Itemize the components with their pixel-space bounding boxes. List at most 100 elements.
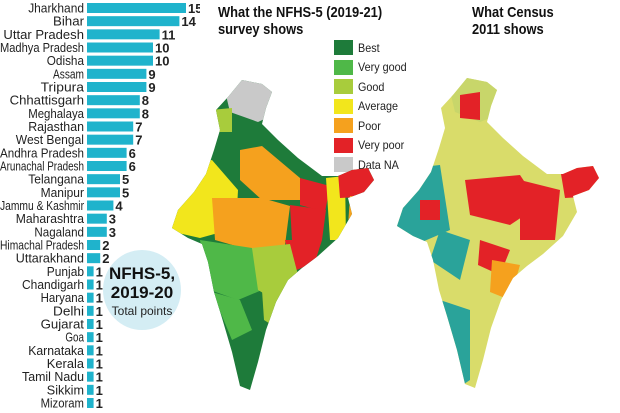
value-label: 1 (96, 343, 103, 358)
value-label: 2 (102, 251, 109, 266)
bar (87, 3, 186, 13)
legend-item: Average (334, 97, 412, 117)
bar (87, 42, 153, 53)
map1-title-line2: survey shows (218, 21, 304, 38)
bar (87, 95, 140, 106)
category-label: Odisha (47, 54, 84, 68)
category-label: Uttarakhand (16, 252, 84, 266)
bar (87, 108, 140, 119)
value-label: 2 (102, 238, 109, 253)
category-label: Jharkhand (28, 2, 84, 16)
map-legend: Best Very good Good Average Poor Very poor Dat… (334, 38, 412, 175)
map2-title-line1: What Census (472, 4, 554, 21)
legend-swatch (334, 98, 353, 114)
legend-item: Best (334, 38, 412, 58)
value-label: 1 (96, 396, 103, 411)
category-label: Madhya Pradesh (0, 41, 84, 55)
legend-item: Data NA (334, 155, 412, 175)
value-label: 1 (96, 304, 103, 319)
bar (87, 55, 153, 66)
value-label: 3 (109, 212, 116, 227)
category-label: Andhra Pradesh (0, 146, 84, 160)
value-label: 7 (135, 120, 142, 135)
bar (87, 187, 120, 198)
value-label: 11 (162, 27, 176, 42)
bar (87, 345, 94, 356)
legend-label: Very poor (358, 138, 405, 153)
value-label: 1 (96, 357, 103, 372)
bar (87, 319, 94, 329)
category-label: Chandigarh (22, 278, 84, 292)
bar (87, 253, 101, 264)
census-map (397, 78, 599, 388)
bar (87, 16, 180, 27)
value-label: 9 (148, 80, 155, 95)
bar (87, 68, 147, 79)
value-label: 8 (142, 106, 149, 121)
map1-title-line1: What the NFHS-5 (2019-21) (218, 4, 383, 21)
category-label: Haryana (41, 291, 84, 305)
category-label: Uttar Pradesh (3, 28, 84, 42)
bar (87, 213, 107, 224)
value-label: 1 (96, 317, 103, 332)
legend-item: Good (334, 77, 412, 97)
legend-label: Average (358, 99, 399, 114)
category-label: Punjab (47, 265, 84, 279)
category-label: Kerala (47, 357, 84, 371)
category-label: Tamil Nadu (22, 370, 84, 384)
value-label: 3 (109, 225, 116, 240)
bar (87, 292, 94, 303)
value-label: 7 (135, 133, 142, 148)
value-label: 1 (96, 330, 103, 345)
category-label: West Bengal (16, 133, 84, 147)
legend-swatch (334, 79, 353, 95)
value-label: 1 (96, 278, 103, 293)
legend-label: Good (358, 79, 385, 94)
legend-label: Best (358, 40, 380, 55)
value-label: 10 (155, 54, 169, 69)
category-label: Assam (53, 67, 84, 81)
category-label: Telangana (28, 173, 84, 187)
bubble-title-2: 2019-20 (110, 283, 174, 302)
bar (87, 226, 107, 237)
value-label: 5 (122, 172, 129, 187)
bar (87, 279, 94, 290)
bar (87, 358, 94, 369)
bar (87, 371, 94, 382)
value-label: 6 (129, 159, 136, 174)
legend-swatch (334, 157, 353, 173)
legend-label: Very good (358, 60, 407, 75)
category-label: Arunachal Pradesh (0, 160, 84, 174)
bar (87, 147, 127, 158)
value-label: 1 (96, 370, 103, 385)
bar (87, 266, 94, 277)
bar (87, 384, 94, 395)
category-label: Meghalaya (28, 107, 84, 121)
legend-swatch (334, 59, 353, 75)
value-label: 9 (148, 67, 155, 82)
value-label: 4 (115, 199, 123, 214)
legend-item: Very good (334, 58, 412, 78)
category-label: Jammu & Kashmir (0, 199, 84, 213)
map2-title-line2: 2011 shows (472, 21, 544, 38)
category-label: Gujarat (41, 318, 85, 332)
legend-label: Poor (358, 118, 381, 133)
category-label: Sikkim (47, 383, 84, 397)
category-label: Delhi (53, 304, 84, 318)
category-label: Karnataka (28, 344, 84, 358)
legend-swatch (334, 137, 353, 153)
value-label: 8 (142, 93, 149, 108)
legend-item: Very poor (334, 136, 412, 156)
bubble-title-1: NFHS-5, (108, 264, 176, 283)
value-label: 15 (188, 1, 200, 16)
value-label: 1 (96, 291, 103, 306)
bar (87, 29, 160, 40)
value-label: 10 (155, 41, 169, 56)
category-label: Goa (65, 331, 84, 345)
bar (87, 82, 147, 92)
category-label: Chhattisgarh (10, 94, 84, 108)
value-label: 14 (181, 14, 196, 29)
category-label: Bihar (53, 15, 84, 29)
bar (87, 398, 94, 408)
